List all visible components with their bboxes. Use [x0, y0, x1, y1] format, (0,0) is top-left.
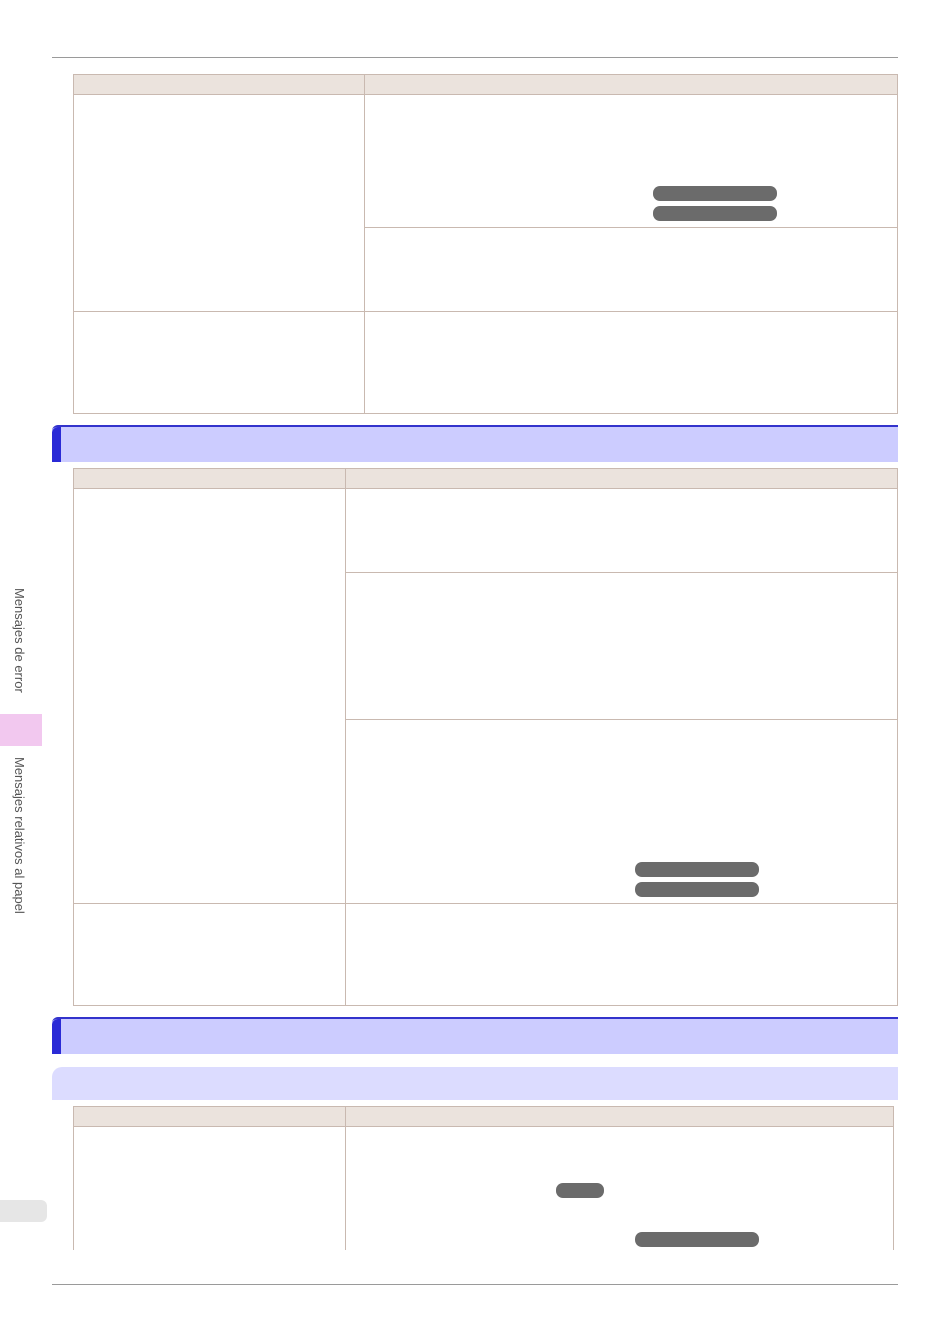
link-button[interactable]: [635, 1232, 759, 1247]
section-header: [52, 1017, 898, 1054]
section-header: [52, 425, 898, 462]
bottom-rule: [52, 1284, 898, 1285]
side-tab-marker: [0, 714, 42, 746]
divider: [345, 468, 346, 489]
divider: [345, 1106, 346, 1250]
table-row: [73, 94, 898, 312]
divider: [893, 1126, 894, 1250]
divider: [345, 719, 898, 720]
link-button[interactable]: [635, 862, 759, 877]
table-header: [73, 468, 898, 489]
link-button[interactable]: [635, 882, 759, 897]
divider: [73, 1126, 74, 1250]
table-header: [73, 1106, 894, 1127]
link-button[interactable]: [653, 206, 777, 221]
table-row: [73, 488, 898, 904]
side-tab-label[interactable]: Mensajes relativos al papel: [12, 757, 27, 914]
divider: [364, 227, 898, 228]
table-header: [73, 74, 898, 95]
link-button[interactable]: [556, 1183, 604, 1198]
table-row: [73, 903, 898, 1006]
divider: [364, 94, 365, 414]
page-number-tab: [0, 1200, 47, 1222]
divider: [345, 572, 898, 573]
table-row: [73, 311, 898, 414]
divider: [364, 74, 365, 95]
side-tab-label[interactable]: Mensajes de error: [12, 588, 27, 693]
divider: [345, 488, 346, 1006]
subsection-header: [52, 1067, 898, 1100]
link-button[interactable]: [653, 186, 777, 201]
top-rule: [52, 57, 898, 58]
